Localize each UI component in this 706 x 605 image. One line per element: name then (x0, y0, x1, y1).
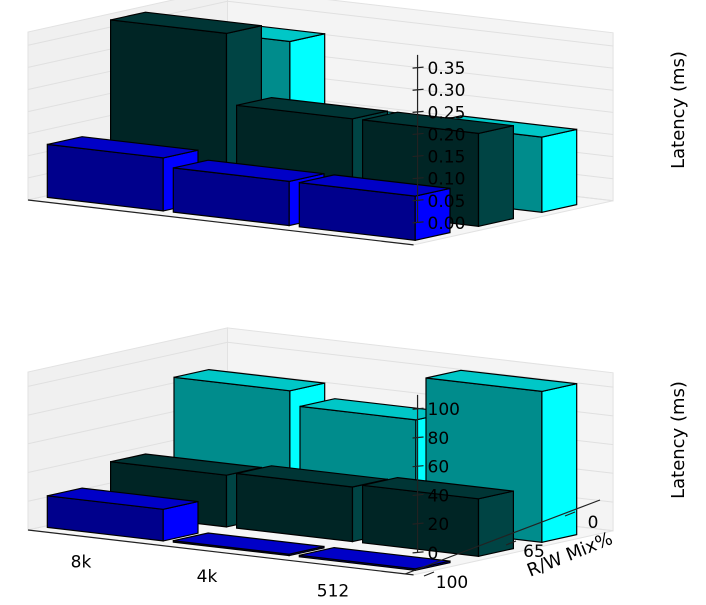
chart-2-bar-8k-rw100 (46, 487, 199, 542)
chart-1-z-tick-label: 0.25 (428, 103, 466, 123)
chart-2-y-tick-label: 0 (588, 513, 599, 533)
chart-1-z-tick (412, 177, 424, 180)
chart-2-gridline (27, 341, 614, 388)
chart-1-z-tick (412, 199, 424, 202)
chart-2-z-tick (412, 551, 424, 554)
chart-2-z-tick (412, 522, 424, 525)
chart-2-x-tick-label: 512 (317, 582, 349, 600)
bar-top-face (110, 11, 262, 35)
chart-1-z-tick-label: 0.35 (428, 59, 466, 79)
bar-side-face (477, 124, 515, 228)
bar-side-face (541, 382, 578, 544)
chart-2-z-tick-label: 20 (428, 515, 450, 535)
chart-2-y-tick (564, 511, 576, 517)
chart-2-y-tick-label: 100 (436, 573, 468, 593)
chart-2-z-axis-label: Latency (ms) (668, 381, 689, 499)
bar-side-face (477, 490, 515, 558)
bar-top-face (173, 159, 325, 183)
chart-1-gridline (27, 0, 614, 47)
bar-top-face (236, 96, 388, 120)
chart-2-z-tick-label: 60 (428, 458, 450, 478)
bar-top-face (362, 111, 514, 135)
chart-2-y-tick (505, 540, 517, 546)
chart-2-bar-4k-rw100 (172, 532, 325, 557)
bar-top-face (299, 546, 451, 570)
chart-1-z-tick (412, 66, 424, 69)
chart-2-y-axis-line (404, 499, 601, 575)
chart-2-y-tick (423, 571, 435, 577)
chart-2-bar-512-rw100 (298, 546, 451, 572)
chart-2-z-tick (412, 407, 424, 410)
chart-1-z-tick-label: 0.15 (428, 148, 466, 168)
chart-2-y-tick-label: 65 (523, 542, 545, 562)
chart-1-z-tick-label: 0.30 (428, 81, 466, 101)
chart-1-z-tick-label: 0.20 (428, 125, 466, 145)
bar-top-face (47, 136, 199, 159)
chart-2-z-tick-label: 80 (428, 429, 450, 449)
bar-side-face (541, 128, 578, 214)
bar-top-face (362, 476, 514, 500)
chart-2-x-axis-line (27, 529, 414, 576)
chart-2-x-tick-label: 4k (197, 567, 218, 587)
chart-1-z-tick-label: 0.10 (428, 170, 466, 190)
chart-2-z-tick (412, 436, 424, 439)
chart-1-z-tick (412, 88, 424, 91)
chart-2-z-tick (412, 493, 424, 497)
chart-1-z-tick (412, 110, 424, 113)
chart-2-z-tick-label: 100 (428, 400, 460, 420)
chart-1-x-axis-line (27, 199, 414, 246)
chart-1-z-axis-label: Latency (ms) (668, 51, 689, 169)
chart-2-z-tick-label: 0 (428, 544, 439, 564)
chart-2-z-tick-label: 40 (428, 486, 450, 506)
bar-top-face (47, 487, 199, 510)
chart-1-z-tick-label: 0.00 (428, 214, 466, 234)
chart-2-bar-512-rw65 (362, 476, 515, 558)
bar-top-face (173, 532, 325, 555)
chart-2-x-tick-label: 8k (71, 552, 92, 572)
chart-1-z-tick (412, 154, 424, 158)
chart-1-z-tick (412, 221, 424, 224)
chart-2-z-tick (412, 465, 424, 468)
bar-top-face (173, 368, 325, 392)
chart-1-z-tick-label: 0.05 (428, 192, 466, 212)
chart-1-z-tick (412, 132, 424, 136)
chart-1-bar-512-rw100 (298, 174, 451, 242)
bar-top-face (425, 369, 577, 393)
bar-top-face (299, 174, 451, 197)
